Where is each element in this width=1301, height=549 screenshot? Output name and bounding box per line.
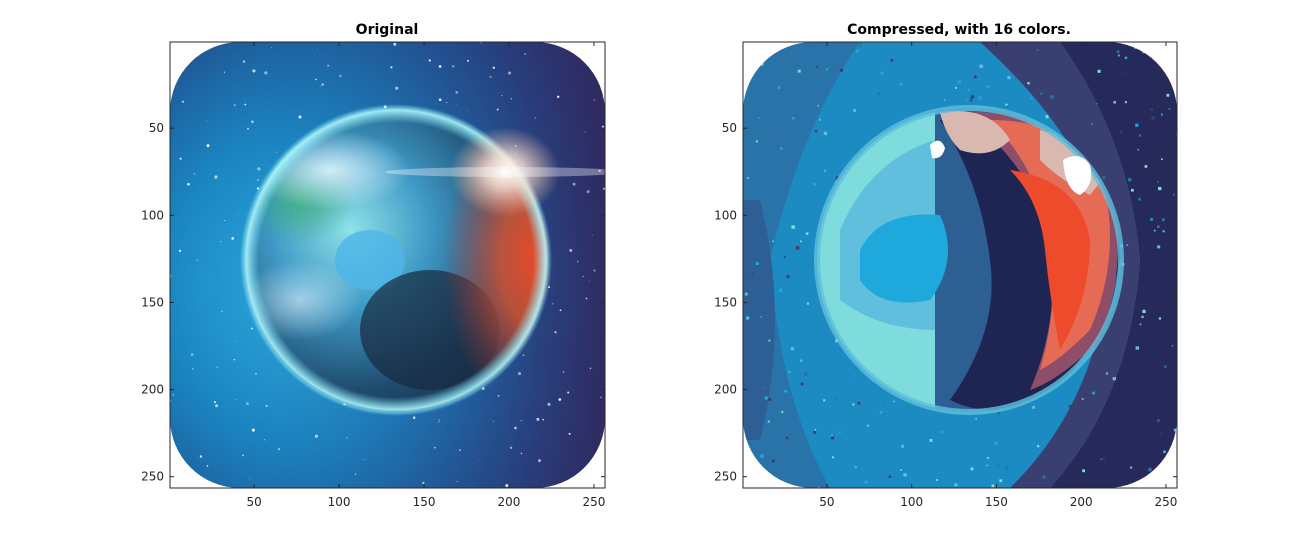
x-tick-label: 150 <box>985 495 1008 509</box>
x-tick-label: 200 <box>1070 495 1093 509</box>
y-tick-label: 250 <box>714 470 737 484</box>
x-tick-label: 50 <box>819 495 834 509</box>
y-tick-label: 150 <box>141 295 164 309</box>
compressed-title: Compressed, with 16 colors. <box>847 22 1071 38</box>
x-tick-label: 50 <box>246 495 261 509</box>
compressed-ticks: 50 100 150 200 250 50 100 150 200 250 <box>714 42 1177 509</box>
x-tick-label: 200 <box>498 495 521 509</box>
compressed-image <box>743 42 1177 488</box>
y-tick-label: 50 <box>722 121 737 135</box>
x-tick-label: 100 <box>328 495 351 509</box>
x-tick-label: 250 <box>1155 495 1178 509</box>
y-tick-label: 100 <box>141 208 164 222</box>
axes-frame <box>169 41 606 489</box>
x-tick-label: 250 <box>583 495 606 509</box>
y-tick-label: 100 <box>714 208 737 222</box>
y-tick-label: 250 <box>141 470 164 484</box>
x-tick-label: 150 <box>413 495 436 509</box>
y-tick-label: 200 <box>714 383 737 397</box>
original-panel: 50 100 150 200 250 50 100 150 200 250 Original <box>141 22 606 509</box>
original-image <box>170 42 605 488</box>
x-tick-label: 100 <box>900 495 923 509</box>
y-tick-label: 150 <box>714 295 737 309</box>
y-tick-label: 50 <box>149 121 164 135</box>
original-title: Original <box>356 22 419 38</box>
original-ticks: 50 100 150 200 250 50 100 150 200 250 <box>141 42 605 509</box>
compressed-panel: 50 100 150 200 250 50 100 150 200 250 Compressed,… <box>714 22 1178 509</box>
y-tick-label: 200 <box>141 383 164 397</box>
axes-frame <box>742 41 1178 489</box>
